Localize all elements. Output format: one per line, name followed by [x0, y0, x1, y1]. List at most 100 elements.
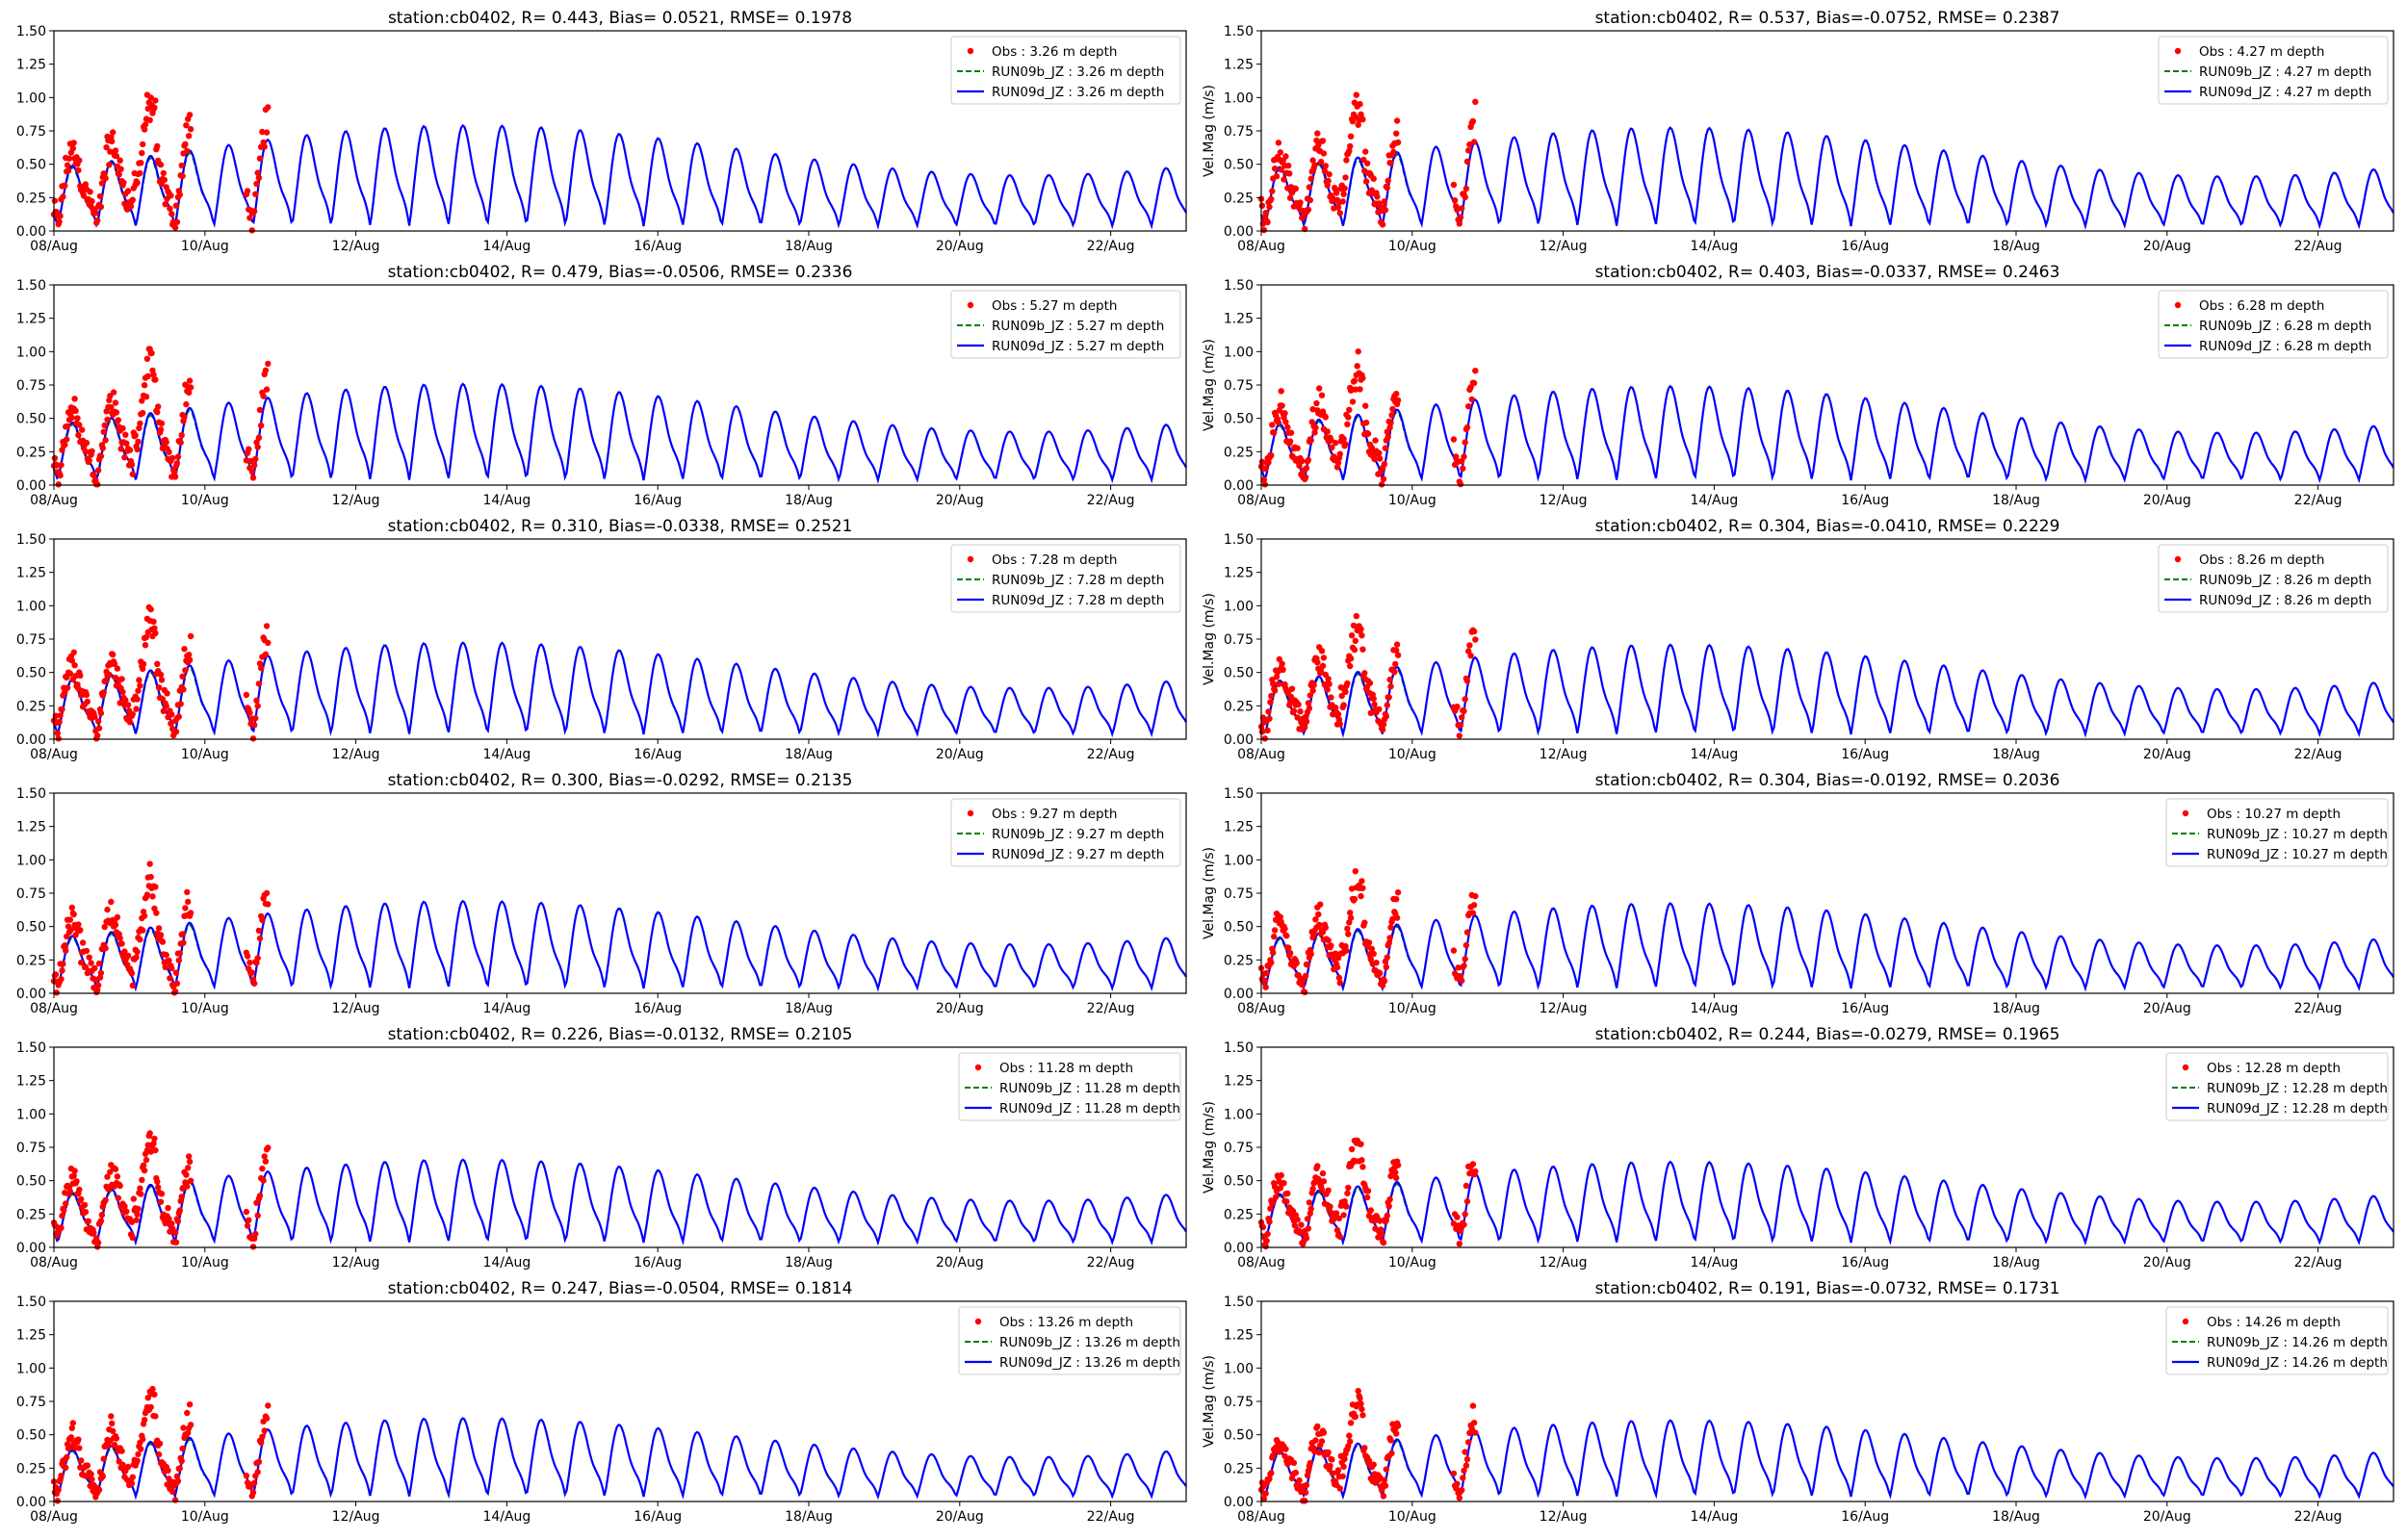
obs-point	[1372, 437, 1379, 444]
obs-point	[179, 931, 186, 937]
obs-point	[54, 1498, 61, 1504]
obs-point	[1358, 892, 1364, 900]
obs-point	[1306, 184, 1313, 191]
obs-point	[1282, 419, 1289, 425]
obs-point	[1344, 421, 1351, 427]
obs-point	[165, 1204, 171, 1212]
obs-point	[1327, 1462, 1333, 1470]
series-obs-points	[50, 1130, 272, 1250]
obs-point	[1450, 436, 1458, 443]
obs-point	[58, 1224, 65, 1231]
obs-point	[182, 905, 189, 911]
obs-point	[1359, 885, 1366, 891]
obs-point	[1394, 889, 1402, 896]
x-tick-label: 20/Aug	[936, 1509, 984, 1525]
obs-point	[1324, 428, 1331, 435]
obs-point	[151, 625, 158, 631]
legend: Obs : 9.27 m depth RUN09b_JZ : 9.27 m dep…	[950, 798, 1181, 867]
x-tick-label: 10/Aug	[1388, 239, 1436, 254]
obs-point	[1382, 207, 1389, 214]
obs-point	[1382, 445, 1389, 451]
obs-point	[1461, 1221, 1467, 1228]
obs-point	[59, 706, 65, 713]
obs-point	[1377, 455, 1384, 462]
obs-point	[81, 1201, 89, 1209]
obs-point	[133, 706, 140, 712]
obs-point	[59, 1212, 65, 1219]
obs-point	[1371, 455, 1378, 463]
y-tick-label: 0.50	[1224, 1428, 1254, 1444]
obs-point	[51, 197, 59, 204]
obs-point	[1332, 705, 1339, 711]
obs-point	[1394, 139, 1402, 146]
legend-entry: RUN09d_JZ : 10.27 m depth	[2207, 847, 2388, 862]
x-tick-label: 20/Aug	[2143, 1255, 2191, 1270]
obs-point	[1270, 1199, 1277, 1206]
legend-entry: RUN09d_JZ : 11.28 m depth	[999, 1101, 1180, 1116]
obs-point	[1343, 947, 1350, 954]
obs-point	[1371, 701, 1378, 708]
obs-point	[168, 211, 175, 218]
obs-point	[1266, 1476, 1273, 1482]
obs-point	[142, 633, 150, 641]
obs-point	[1463, 1455, 1471, 1463]
obs-point	[1276, 655, 1283, 663]
obs-point	[1377, 969, 1384, 977]
y-tick-label: 1.00	[1224, 599, 1254, 614]
obs-point	[1271, 927, 1279, 934]
y-tick-label: 1.00	[16, 90, 46, 106]
y-tick-label: 1.00	[16, 1107, 46, 1122]
obs-point	[135, 1205, 142, 1213]
obs-point	[1344, 1190, 1351, 1197]
obs-point	[53, 989, 60, 996]
y-tick-label: 1.00	[1224, 853, 1254, 868]
obs-point	[1466, 141, 1473, 148]
obs-point	[134, 1457, 141, 1464]
obs-point	[147, 605, 154, 613]
obs-point	[116, 935, 123, 941]
obs-point	[1370, 1461, 1377, 1468]
obs-point	[1349, 398, 1357, 405]
obs-point	[249, 1244, 257, 1250]
x-tick-label: 10/Aug	[1388, 1255, 1436, 1270]
obs-point	[1359, 1157, 1365, 1164]
obs-point	[1456, 220, 1463, 227]
obs-point	[1393, 896, 1400, 903]
obs-point	[1333, 1227, 1341, 1234]
legend: Obs : 12.28 m depth RUN09b_JZ : 12.28 m d…	[2165, 1052, 2389, 1121]
obs-point	[1340, 1212, 1347, 1219]
y-tick-label: 0.75	[16, 1141, 46, 1156]
y-tick-label: 0.00	[16, 478, 46, 494]
obs-point	[133, 1217, 140, 1223]
obs-point	[173, 980, 181, 987]
obs-point	[1363, 160, 1371, 167]
x-tick-label: 14/Aug	[482, 747, 531, 762]
legend: Obs : 6.28 m depth RUN09b_JZ : 6.28 m dep…	[2158, 290, 2389, 359]
obs-point	[55, 735, 62, 742]
y-tick-label: 1.00	[16, 345, 46, 360]
obs-point	[76, 1445, 83, 1451]
obs-point	[181, 646, 188, 653]
obs-point	[1362, 178, 1370, 185]
obs-point	[175, 957, 182, 963]
obs-point	[61, 1207, 67, 1214]
obs-point	[1309, 1186, 1316, 1193]
obs-point	[249, 735, 257, 742]
obs-point	[122, 697, 129, 704]
obs-point	[1265, 708, 1272, 715]
legend-entry: RUN09b_JZ : 8.26 m depth	[2199, 573, 2371, 588]
x-tick-label: 18/Aug	[1992, 1509, 2040, 1525]
obs-point	[1361, 919, 1368, 926]
x-tick-label: 14/Aug	[482, 1001, 531, 1016]
series-run09d-line	[1259, 126, 2394, 230]
x-tick-label: 12/Aug	[332, 747, 380, 762]
obs-point	[1385, 694, 1392, 701]
obs-point	[138, 1191, 144, 1197]
y-tick-label: 0.25	[16, 1461, 46, 1476]
series-run09d-line	[1260, 1419, 2394, 1501]
obs-point	[151, 1135, 158, 1142]
obs-point	[1316, 1450, 1323, 1456]
obs-point	[75, 167, 82, 174]
obs-point	[147, 1403, 154, 1411]
obs-point	[116, 171, 122, 178]
